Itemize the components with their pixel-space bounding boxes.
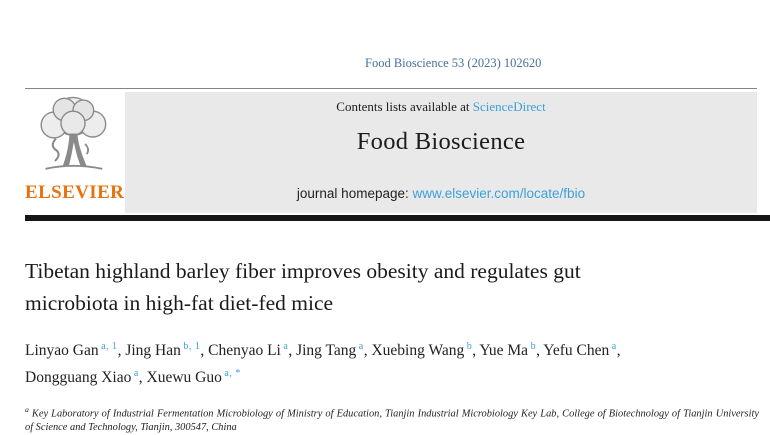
author: Dongguang Xiao a, — [25, 368, 147, 387]
journal-header: ELSEVIER Contents lists available at Sci… — [25, 90, 770, 213]
header-divider-rule — [25, 215, 770, 221]
homepage-label: journal homepage: — [296, 186, 413, 201]
affiliation-ref-link[interactable]: a — [611, 341, 617, 352]
journal-title: Food Bioscience — [356, 128, 526, 155]
contents-line: Contents lists available at ScienceDirec… — [125, 99, 757, 115]
author: Xuewu Guo a, * — [146, 368, 241, 387]
elsevier-logo[interactable]: ELSEVIER — [25, 93, 125, 213]
affiliation-ref-link[interactable]: a — [283, 341, 289, 352]
authors-line-1: Linyao Gan a, 1, Jing Han b, 1, Chenyao Li… — [25, 335, 759, 362]
affiliations: a Key Laboratory of Industrial Fermentati… — [25, 403, 759, 435]
top-rule — [25, 88, 757, 89]
homepage-link[interactable]: www.elsevier.com/locate/fbio — [412, 186, 586, 201]
author: Yefu Chen a, — [543, 341, 621, 360]
author: Chenyao Li a, — [208, 341, 297, 360]
authors-line-2: Dongguang Xiao a, Xuewu Guo a, * — [25, 362, 759, 389]
affiliation-a-text: Key Laboratory of Industrial Fermentatio… — [25, 408, 759, 434]
affiliation-ref-link[interactable]: b — [466, 341, 473, 352]
affiliation-a-marker: a — [25, 405, 29, 415]
affiliation-ref-link[interactable]: a — [133, 368, 139, 380]
article-title: Tibetan highland barley fiber improves o… — [25, 259, 581, 315]
elsevier-wordmark: ELSEVIER — [25, 182, 125, 203]
author: Linyao Gan a, 1, — [25, 341, 126, 360]
affiliation-a: a Key Laboratory of Industrial Fermentati… — [25, 403, 759, 434]
article-head: Tibetan highland barley fiber improves o… — [25, 255, 759, 435]
author-list: Linyao Gan a, 1, Jing Han b, 1, Chenyao Li… — [25, 335, 759, 389]
homepage-line: journal homepage: www.elsevier.com/locat… — [125, 186, 757, 201]
elsevier-tree-icon — [40, 96, 107, 170]
author: Jing Tang a, — [296, 341, 372, 360]
author: Jing Han b, 1, — [125, 341, 209, 360]
contents-text: Contents lists available at — [336, 99, 473, 114]
affiliation-ref-link[interactable]: a, 1 — [101, 341, 118, 352]
affiliation-ref-link[interactable]: b — [530, 341, 537, 352]
affiliation-ref-link[interactable]: b, 1 — [183, 341, 201, 352]
sciencedirect-link[interactable]: ScienceDirect — [472, 99, 546, 114]
author: Xuebing Wang b, — [371, 341, 480, 360]
journal-citation: Food Bioscience 53 (2023) 102620 — [365, 56, 542, 70]
affiliation-ref-link[interactable]: a — [358, 341, 364, 352]
journal-banner: Contents lists available at ScienceDirec… — [125, 92, 757, 213]
author: Yue Ma b, — [479, 341, 544, 360]
affiliation-ref-link[interactable]: a, * — [224, 368, 241, 380]
